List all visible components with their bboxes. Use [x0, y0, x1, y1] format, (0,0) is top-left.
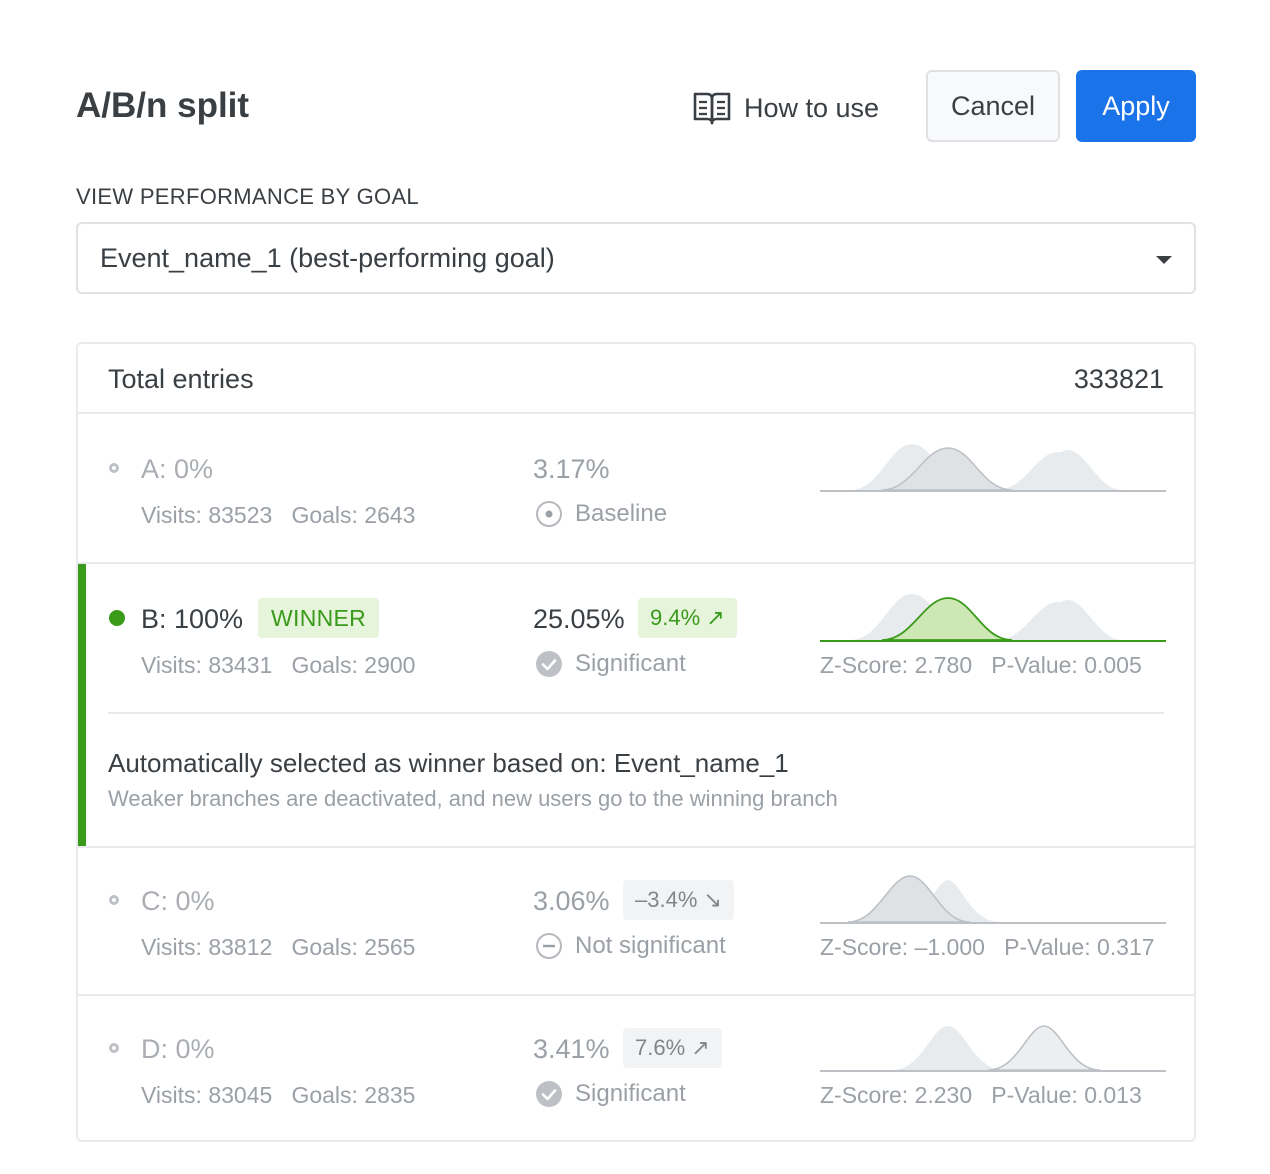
variant-status: Baseline: [535, 500, 667, 528]
winner-indicator-bar: [78, 564, 86, 848]
change-chip: 7.6% ↗: [623, 1028, 722, 1068]
z-score-p-value: Z-Score: 2.780 P-Value: 0.005: [820, 652, 1142, 678]
variant-status-label: Not significant: [575, 932, 726, 959]
results-panel: Total entries 333821 A: 0% Visits: 83523…: [76, 342, 1196, 1142]
variant-name: A: 0%: [141, 454, 214, 484]
total-entries-row: Total entries 333821: [78, 344, 1194, 414]
variant-status-label: Significant: [575, 650, 686, 677]
conversion-rate: 25.05%: [533, 604, 625, 634]
variant-name: C: 0%: [141, 886, 215, 916]
check-circle-icon: [535, 650, 563, 678]
book-open-icon: [692, 90, 732, 126]
distribution-chart-c: [820, 875, 1166, 924]
radio-dot-selected-icon: [109, 610, 125, 626]
distribution-chart-a: [820, 444, 1166, 492]
variant-status-label: Significant: [575, 1080, 686, 1107]
radio-dot-icon: [109, 1043, 119, 1053]
variant-row-c[interactable]: C: 0% Visits: 83812 Goals: 2565 3.06% –3…: [78, 848, 1194, 996]
variant-name: D: 0%: [141, 1034, 215, 1064]
minus-circle-icon: [535, 932, 563, 960]
conversion-rate: 3.06%: [533, 886, 610, 916]
winner-badge: WINNER: [258, 598, 380, 638]
variant-stats: Visits: 83431 Goals: 2900: [141, 652, 416, 678]
variant-name: B: 100%: [141, 604, 244, 634]
z-score-p-value: Z-Score: 2.230 P-Value: 0.013: [820, 1082, 1142, 1108]
apply-button[interactable]: Apply: [1076, 70, 1196, 142]
conversion-rate: 3.41%: [533, 1034, 610, 1064]
divider: [108, 712, 1164, 714]
radio-dot-icon: [109, 463, 119, 473]
radio-dot-icon: [109, 895, 119, 905]
caret-down-icon: [1156, 256, 1172, 264]
how-to-use-link[interactable]: How to use: [692, 88, 879, 128]
conversion-rate: 3.17%: [533, 454, 610, 484]
goal-label: VIEW PERFORMANCE BY GOAL: [76, 184, 419, 209]
total-entries-value: 333821: [1073, 364, 1164, 394]
variant-status-label: Baseline: [575, 500, 668, 527]
how-to-use-label: How to use: [744, 92, 880, 123]
goal-select[interactable]: Event_name_1 (best-performing goal): [76, 222, 1196, 294]
variant-stats: Visits: 83812 Goals: 2565: [141, 934, 416, 960]
page-title: A/B/n split: [76, 86, 250, 125]
z-score-p-value: Z-Score: –1.000 P-Value: 0.317: [820, 934, 1155, 960]
change-chip: 9.4% ↗: [638, 598, 737, 638]
variant-row-a[interactable]: A: 0% Visits: 83523 Goals: 2643 3.17% Ba…: [78, 414, 1194, 564]
total-entries-label: Total entries: [108, 364, 254, 394]
distribution-chart-d: [820, 1025, 1166, 1072]
distribution-chart-b: [820, 594, 1166, 642]
goal-select-value: Event_name_1 (best-performing goal): [100, 243, 555, 273]
baseline-target-icon: [535, 500, 563, 528]
variant-status: Significant: [535, 650, 686, 678]
winner-note-title: Automatically selected as winner based o…: [108, 748, 789, 778]
variant-stats: Visits: 83045 Goals: 2835: [141, 1082, 416, 1108]
cancel-button[interactable]: Cancel: [926, 70, 1060, 142]
check-circle-icon: [535, 1080, 563, 1108]
variant-row-d[interactable]: D: 0% Visits: 83045 Goals: 2835 3.41% 7.…: [78, 996, 1194, 1140]
variant-stats: Visits: 83523 Goals: 2643: [141, 502, 416, 528]
variant-row-b[interactable]: B: 100% WINNER Visits: 83431 Goals: 2900…: [78, 564, 1194, 712]
winner-note-subtitle: Weaker branches are deactivated, and new…: [108, 786, 838, 811]
variant-status: Significant: [535, 1080, 686, 1108]
change-chip: –3.4% ↘: [623, 880, 734, 920]
variant-status: Not significant: [535, 932, 726, 960]
divider: [78, 846, 1194, 848]
